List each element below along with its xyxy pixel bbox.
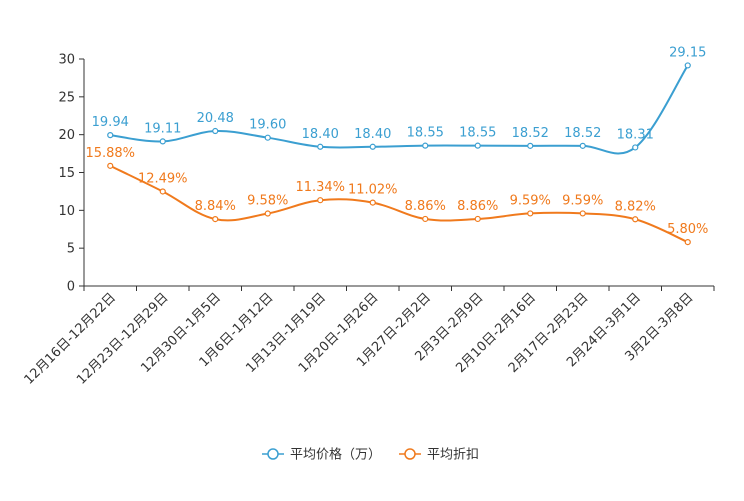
legend-label: 平均价格（万） bbox=[290, 447, 381, 463]
series-line-2 bbox=[109, 164, 689, 244]
x-tick-label: 12月23日-12月29日 bbox=[74, 290, 171, 387]
y-tick-label: 20 bbox=[58, 128, 75, 143]
data-label: 18.52 bbox=[512, 126, 549, 141]
data-label: 8.84% bbox=[195, 199, 236, 214]
data-point[interactable] bbox=[159, 188, 166, 195]
legend-marker-icon bbox=[404, 448, 416, 460]
data-label: 18.55 bbox=[459, 126, 496, 141]
data-point[interactable] bbox=[684, 62, 691, 69]
data-point[interactable] bbox=[159, 138, 166, 145]
data-label: 8.82% bbox=[615, 199, 656, 214]
data-label: 8.86% bbox=[457, 199, 498, 214]
data-label: 8.86% bbox=[405, 199, 446, 214]
legend-label: 平均折扣 bbox=[427, 448, 479, 463]
data-label: 19.11 bbox=[144, 121, 181, 136]
data-label: 18.52 bbox=[564, 126, 601, 141]
data-label: 18.55 bbox=[407, 126, 444, 141]
data-point[interactable] bbox=[369, 199, 376, 206]
data-point[interactable] bbox=[264, 210, 271, 217]
data-label: 19.94 bbox=[92, 115, 129, 130]
y-tick-label: 0 bbox=[67, 280, 75, 295]
data-label: 9.59% bbox=[562, 193, 603, 208]
data-point[interactable] bbox=[107, 162, 114, 169]
data-label: 18.31 bbox=[617, 127, 654, 142]
y-tick-label: 15 bbox=[58, 166, 75, 181]
data-label: 12.49% bbox=[138, 171, 188, 186]
data-point[interactable] bbox=[474, 142, 481, 149]
y-tick-label: 25 bbox=[58, 90, 75, 105]
data-point[interactable] bbox=[632, 216, 639, 223]
data-point[interactable] bbox=[422, 215, 429, 223]
data-point[interactable] bbox=[474, 215, 481, 223]
data-point[interactable] bbox=[632, 144, 639, 151]
x-tick-label: 12月16日-12月22日 bbox=[22, 290, 119, 387]
data-point[interactable] bbox=[317, 143, 324, 150]
data-point[interactable] bbox=[684, 239, 691, 246]
legend-marker-icon bbox=[267, 448, 279, 460]
data-label: 11.02% bbox=[348, 183, 398, 198]
data-point[interactable] bbox=[317, 197, 324, 204]
data-point[interactable] bbox=[422, 142, 429, 149]
data-label: 5.80% bbox=[667, 222, 708, 237]
data-label: 11.34% bbox=[295, 180, 345, 195]
data-point[interactable] bbox=[212, 127, 219, 135]
y-tick-label: 30 bbox=[58, 53, 75, 68]
data-label: 9.58% bbox=[247, 194, 288, 209]
legend-item-1[interactable]: 平均价格（万） bbox=[262, 447, 381, 463]
data-point[interactable] bbox=[369, 143, 376, 150]
data-point[interactable] bbox=[264, 134, 271, 141]
data-label: 15.88% bbox=[85, 146, 135, 161]
data-label: 9.59% bbox=[510, 193, 551, 208]
data-label: 18.40 bbox=[354, 127, 391, 142]
data-point[interactable] bbox=[212, 216, 219, 223]
data-label: 29.15 bbox=[669, 45, 706, 60]
data-label: 20.48 bbox=[197, 111, 234, 126]
data-point[interactable] bbox=[107, 132, 114, 139]
y-tick-label: 10 bbox=[58, 204, 75, 219]
data-point[interactable] bbox=[527, 142, 534, 149]
data-point[interactable] bbox=[579, 210, 586, 217]
data-label: 19.60 bbox=[249, 118, 286, 133]
data-point[interactable] bbox=[579, 142, 586, 149]
legend[interactable]: 平均价格（万） 平均折扣 bbox=[262, 447, 479, 463]
plot-area: 19.94 19.11 20.48 19.60 18.40 18.40 18.55 18.55… bbox=[85, 45, 708, 246]
legend-item-2[interactable]: 平均折扣 bbox=[399, 448, 479, 463]
data-point[interactable] bbox=[527, 210, 534, 217]
y-tick-label: 5 bbox=[67, 242, 75, 257]
data-label: 18.40 bbox=[302, 127, 339, 142]
